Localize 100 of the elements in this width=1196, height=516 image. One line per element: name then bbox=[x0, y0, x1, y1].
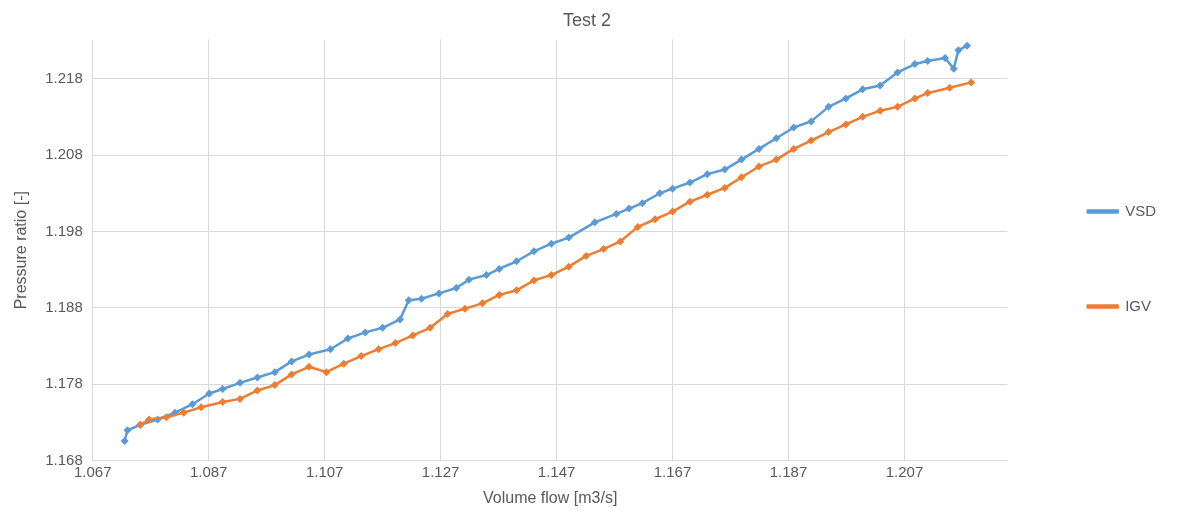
point bbox=[807, 117, 816, 126]
point bbox=[144, 415, 153, 424]
point bbox=[343, 334, 352, 343]
point bbox=[858, 85, 867, 94]
point bbox=[162, 413, 171, 422]
point bbox=[478, 299, 487, 308]
point bbox=[963, 41, 972, 50]
point bbox=[703, 190, 712, 199]
point bbox=[547, 239, 556, 248]
point bbox=[923, 89, 932, 98]
point bbox=[789, 123, 798, 132]
point bbox=[967, 78, 976, 87]
point bbox=[404, 296, 413, 305]
point bbox=[236, 394, 245, 403]
point bbox=[668, 184, 677, 193]
point bbox=[529, 276, 538, 285]
point bbox=[685, 197, 694, 206]
point bbox=[638, 199, 647, 208]
point bbox=[876, 106, 885, 115]
point bbox=[772, 134, 781, 143]
point bbox=[495, 290, 504, 299]
point bbox=[754, 144, 763, 153]
x-tick-label: 1.127 bbox=[421, 462, 460, 480]
point bbox=[737, 173, 746, 182]
point bbox=[754, 162, 763, 171]
y-tick-label: 1.188 bbox=[45, 298, 83, 316]
point bbox=[616, 237, 625, 246]
y-tick-label: 1.208 bbox=[45, 145, 83, 163]
point bbox=[789, 144, 798, 153]
point bbox=[599, 245, 608, 254]
point bbox=[668, 207, 677, 216]
point bbox=[564, 262, 573, 271]
x-axis-title: Volume flow [m3/s] bbox=[483, 488, 618, 506]
point bbox=[876, 81, 885, 90]
point bbox=[703, 170, 712, 179]
point bbox=[720, 165, 729, 174]
y-tick-label: 1.198 bbox=[45, 221, 83, 239]
point bbox=[426, 323, 435, 332]
point bbox=[253, 373, 262, 382]
point bbox=[590, 218, 599, 227]
x-tick-label: 1.087 bbox=[189, 462, 228, 480]
point bbox=[305, 350, 313, 359]
point bbox=[305, 362, 313, 371]
point bbox=[434, 289, 443, 298]
legend-label: IGV bbox=[1125, 296, 1151, 314]
point bbox=[737, 155, 746, 164]
point bbox=[120, 436, 129, 445]
point bbox=[408, 331, 417, 340]
point bbox=[205, 389, 214, 398]
point bbox=[949, 64, 958, 73]
point bbox=[858, 112, 867, 121]
point bbox=[396, 315, 405, 324]
point bbox=[253, 386, 262, 395]
point bbox=[954, 46, 963, 55]
point bbox=[218, 384, 227, 393]
point bbox=[512, 286, 521, 295]
point bbox=[236, 378, 245, 387]
point bbox=[218, 397, 227, 406]
point bbox=[893, 102, 902, 111]
point bbox=[361, 328, 370, 337]
point bbox=[807, 136, 816, 145]
point bbox=[772, 155, 781, 164]
point bbox=[841, 94, 850, 103]
point bbox=[685, 178, 694, 187]
point bbox=[923, 57, 932, 65]
x-tick-label: 1.187 bbox=[769, 462, 808, 480]
point bbox=[529, 247, 538, 256]
point bbox=[417, 294, 426, 303]
point bbox=[482, 271, 491, 280]
point bbox=[179, 408, 188, 417]
point bbox=[270, 368, 279, 377]
point bbox=[322, 368, 331, 377]
x-tick-label: 1.207 bbox=[885, 462, 924, 480]
y-tick-label: 1.218 bbox=[45, 68, 83, 86]
point bbox=[651, 215, 660, 224]
point bbox=[287, 357, 296, 366]
x-tick-label: 1.147 bbox=[537, 462, 576, 480]
point bbox=[460, 304, 469, 313]
point bbox=[197, 403, 206, 412]
point bbox=[824, 128, 833, 137]
y-axis-title: Pressure ratio [-] bbox=[12, 191, 30, 310]
point bbox=[339, 359, 348, 368]
point bbox=[945, 83, 954, 92]
point bbox=[824, 102, 833, 111]
point bbox=[633, 222, 642, 231]
point bbox=[841, 120, 850, 129]
point bbox=[547, 271, 556, 280]
point bbox=[512, 257, 521, 266]
x-tick-label: 1.107 bbox=[305, 462, 344, 480]
point bbox=[326, 345, 335, 354]
point bbox=[564, 233, 573, 242]
point bbox=[378, 323, 387, 332]
point bbox=[443, 310, 452, 319]
point bbox=[625, 204, 634, 213]
point bbox=[941, 53, 950, 62]
point bbox=[655, 189, 664, 198]
point bbox=[374, 345, 383, 354]
point bbox=[720, 183, 729, 192]
point bbox=[452, 284, 461, 293]
point bbox=[391, 339, 400, 348]
